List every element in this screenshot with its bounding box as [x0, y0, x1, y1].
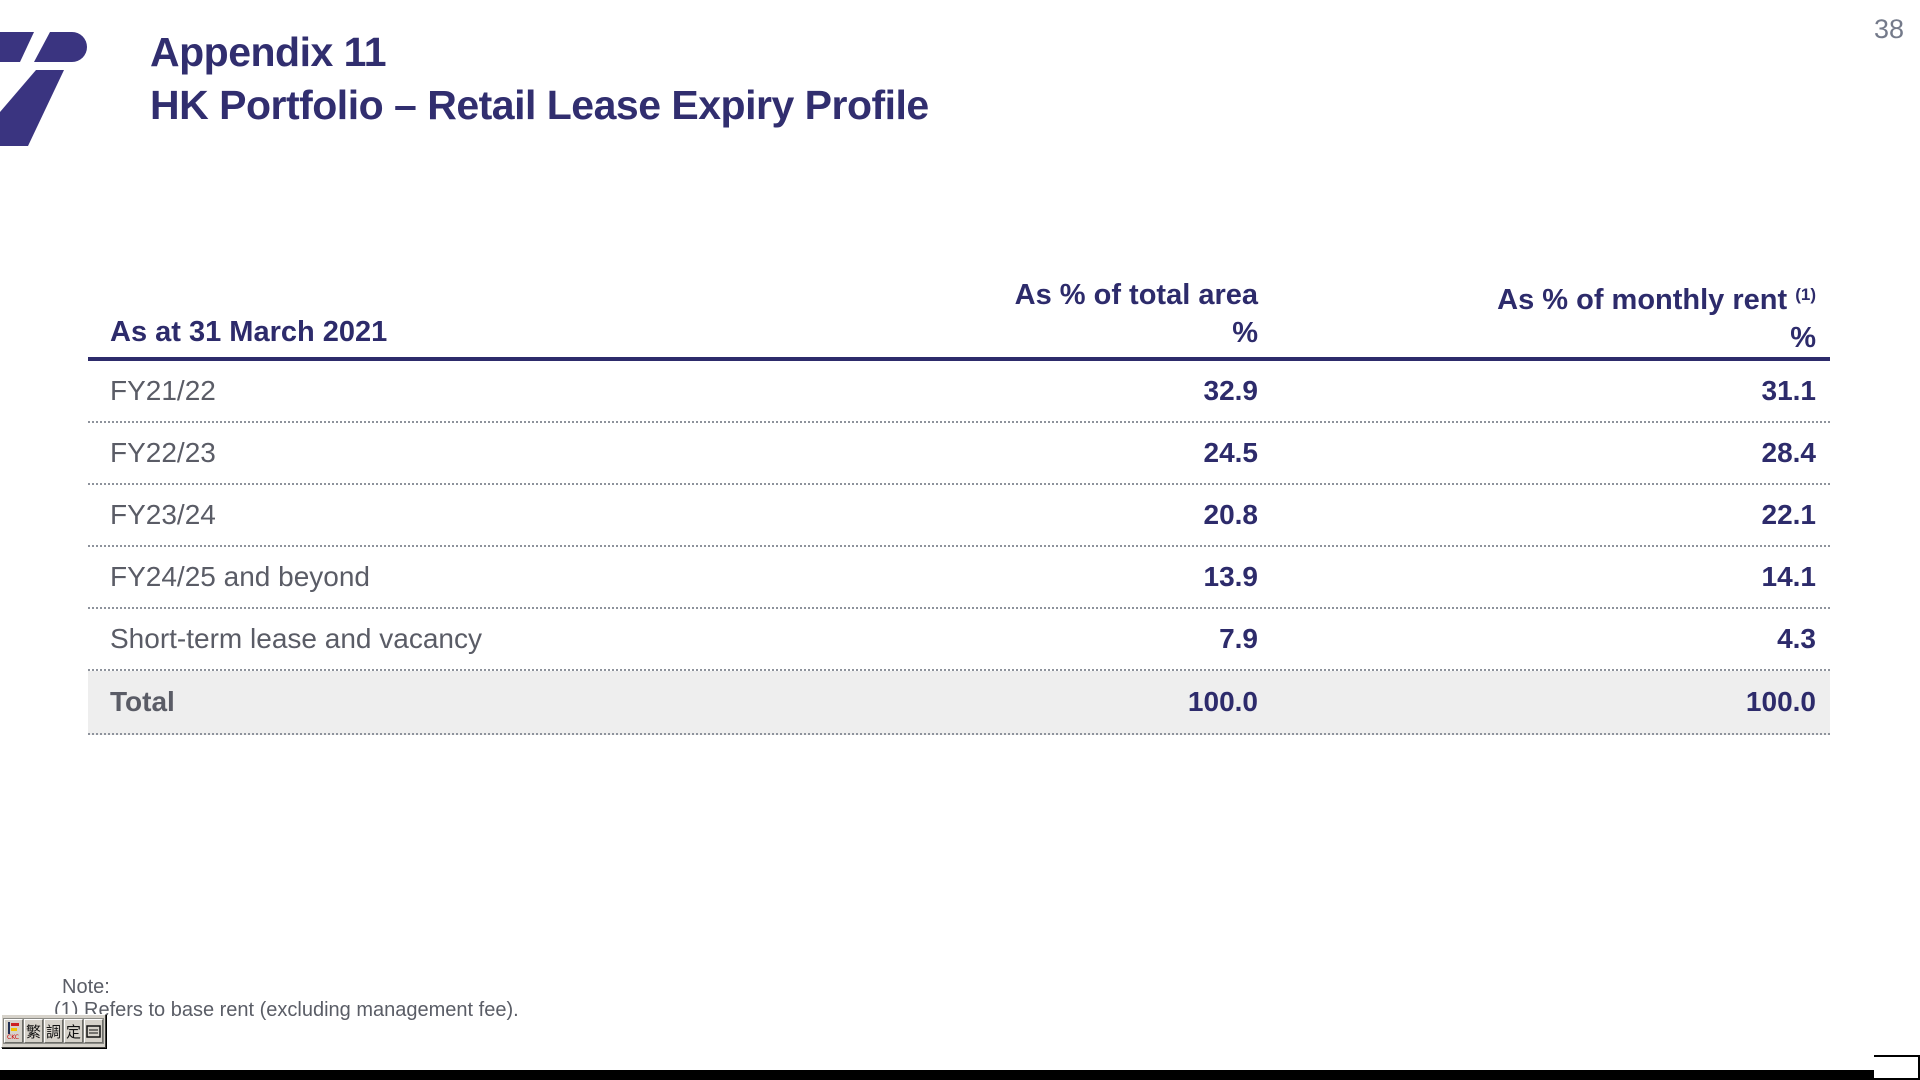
column-header-area-unit: % [1232, 317, 1258, 349]
table-caption: As at 31 March 2021 [110, 316, 388, 348]
slide-title-line1: Appendix 11 [150, 29, 387, 75]
column-header-area: As % of total area % [898, 272, 1258, 357]
brand-logo-icon [0, 32, 87, 146]
total-rent-value: 100.0 [1745, 686, 1816, 717]
row-label: FY22/23 [110, 437, 216, 468]
svg-text:CKC: CKC [7, 1034, 19, 1041]
row-label: FY23/24 [110, 499, 216, 530]
lease-expiry-table: As at 31 March 2021 As % of total area %… [88, 272, 1830, 735]
table-total-row: Total 100.0 100.0 [88, 671, 1830, 735]
footnote-text: (1) Refers to base rent (excluding manag… [54, 999, 519, 1021]
row-label: FY21/22 [110, 375, 216, 406]
row-rent-value: 31.1 [1761, 375, 1817, 406]
column-header-rent-label: As % of monthly rent (1) [1258, 272, 1816, 319]
ime-language-bar[interactable]: CKC 繁 調 定 [1, 1014, 106, 1048]
row-area-value: 7.9 [1219, 623, 1258, 654]
ime-window-icon [86, 1024, 101, 1038]
row-rent-value: 4.3 [1777, 623, 1816, 654]
table-caption-cell: As at 31 March 2021 [88, 272, 898, 357]
table-row: Short-term lease and vacancy 7.9 4.3 [88, 609, 1830, 671]
row-label: FY24/25 and beyond [110, 561, 370, 592]
row-area-value: 20.8 [1203, 499, 1259, 530]
row-area-value: 13.9 [1203, 561, 1259, 592]
row-rent-value: 22.1 [1761, 499, 1817, 530]
footnote-ref: (1) [1795, 285, 1816, 304]
footnote: Note: (1) Refers to base rent (excluding… [54, 976, 519, 1022]
ime-window-button[interactable] [83, 1018, 104, 1044]
footnote-heading: Note: [62, 976, 110, 998]
row-area-value: 32.9 [1203, 375, 1259, 406]
table-header-row: As at 31 March 2021 As % of total area %… [88, 272, 1830, 361]
column-header-rent: As % of monthly rent (1) % [1258, 272, 1816, 357]
row-rent-value: 28.4 [1761, 437, 1817, 468]
slide-title: Appendix 11 HK Portfolio – Retail Lease … [150, 26, 929, 132]
table-row: FY23/24 20.8 22.1 [88, 485, 1830, 547]
table-row: FY24/25 and beyond 13.9 14.1 [88, 547, 1830, 609]
ime-ckc-input-icon: CKC [7, 1022, 19, 1041]
table-row: FY21/22 32.9 31.1 [88, 361, 1830, 423]
slide-title-line2: HK Portfolio – Retail Lease Expiry Profi… [150, 82, 929, 128]
ime-input-method-button[interactable]: CKC [3, 1018, 24, 1044]
column-header-area-label: As % of total area [1014, 279, 1258, 311]
bottom-black-bar [0, 1070, 1876, 1080]
row-area-value: 24.5 [1203, 437, 1259, 468]
table-row: FY22/23 24.5 28.4 [88, 423, 1830, 485]
ime-traditional-button[interactable]: 繁 [23, 1018, 44, 1044]
bottom-right-corner-box [1874, 1055, 1920, 1080]
column-header-rent-unit: % [1790, 322, 1816, 354]
total-area-value: 100.0 [1187, 686, 1258, 717]
row-label: Short-term lease and vacancy [110, 623, 482, 654]
page-number: 38 [1873, 14, 1904, 44]
column-header-rent-text: As % of monthly rent [1497, 284, 1788, 316]
total-label: Total [110, 686, 175, 717]
ime-fixed-button[interactable]: 定 [63, 1018, 84, 1044]
row-rent-value: 14.1 [1761, 561, 1817, 592]
ime-tone-button[interactable]: 調 [43, 1018, 64, 1044]
